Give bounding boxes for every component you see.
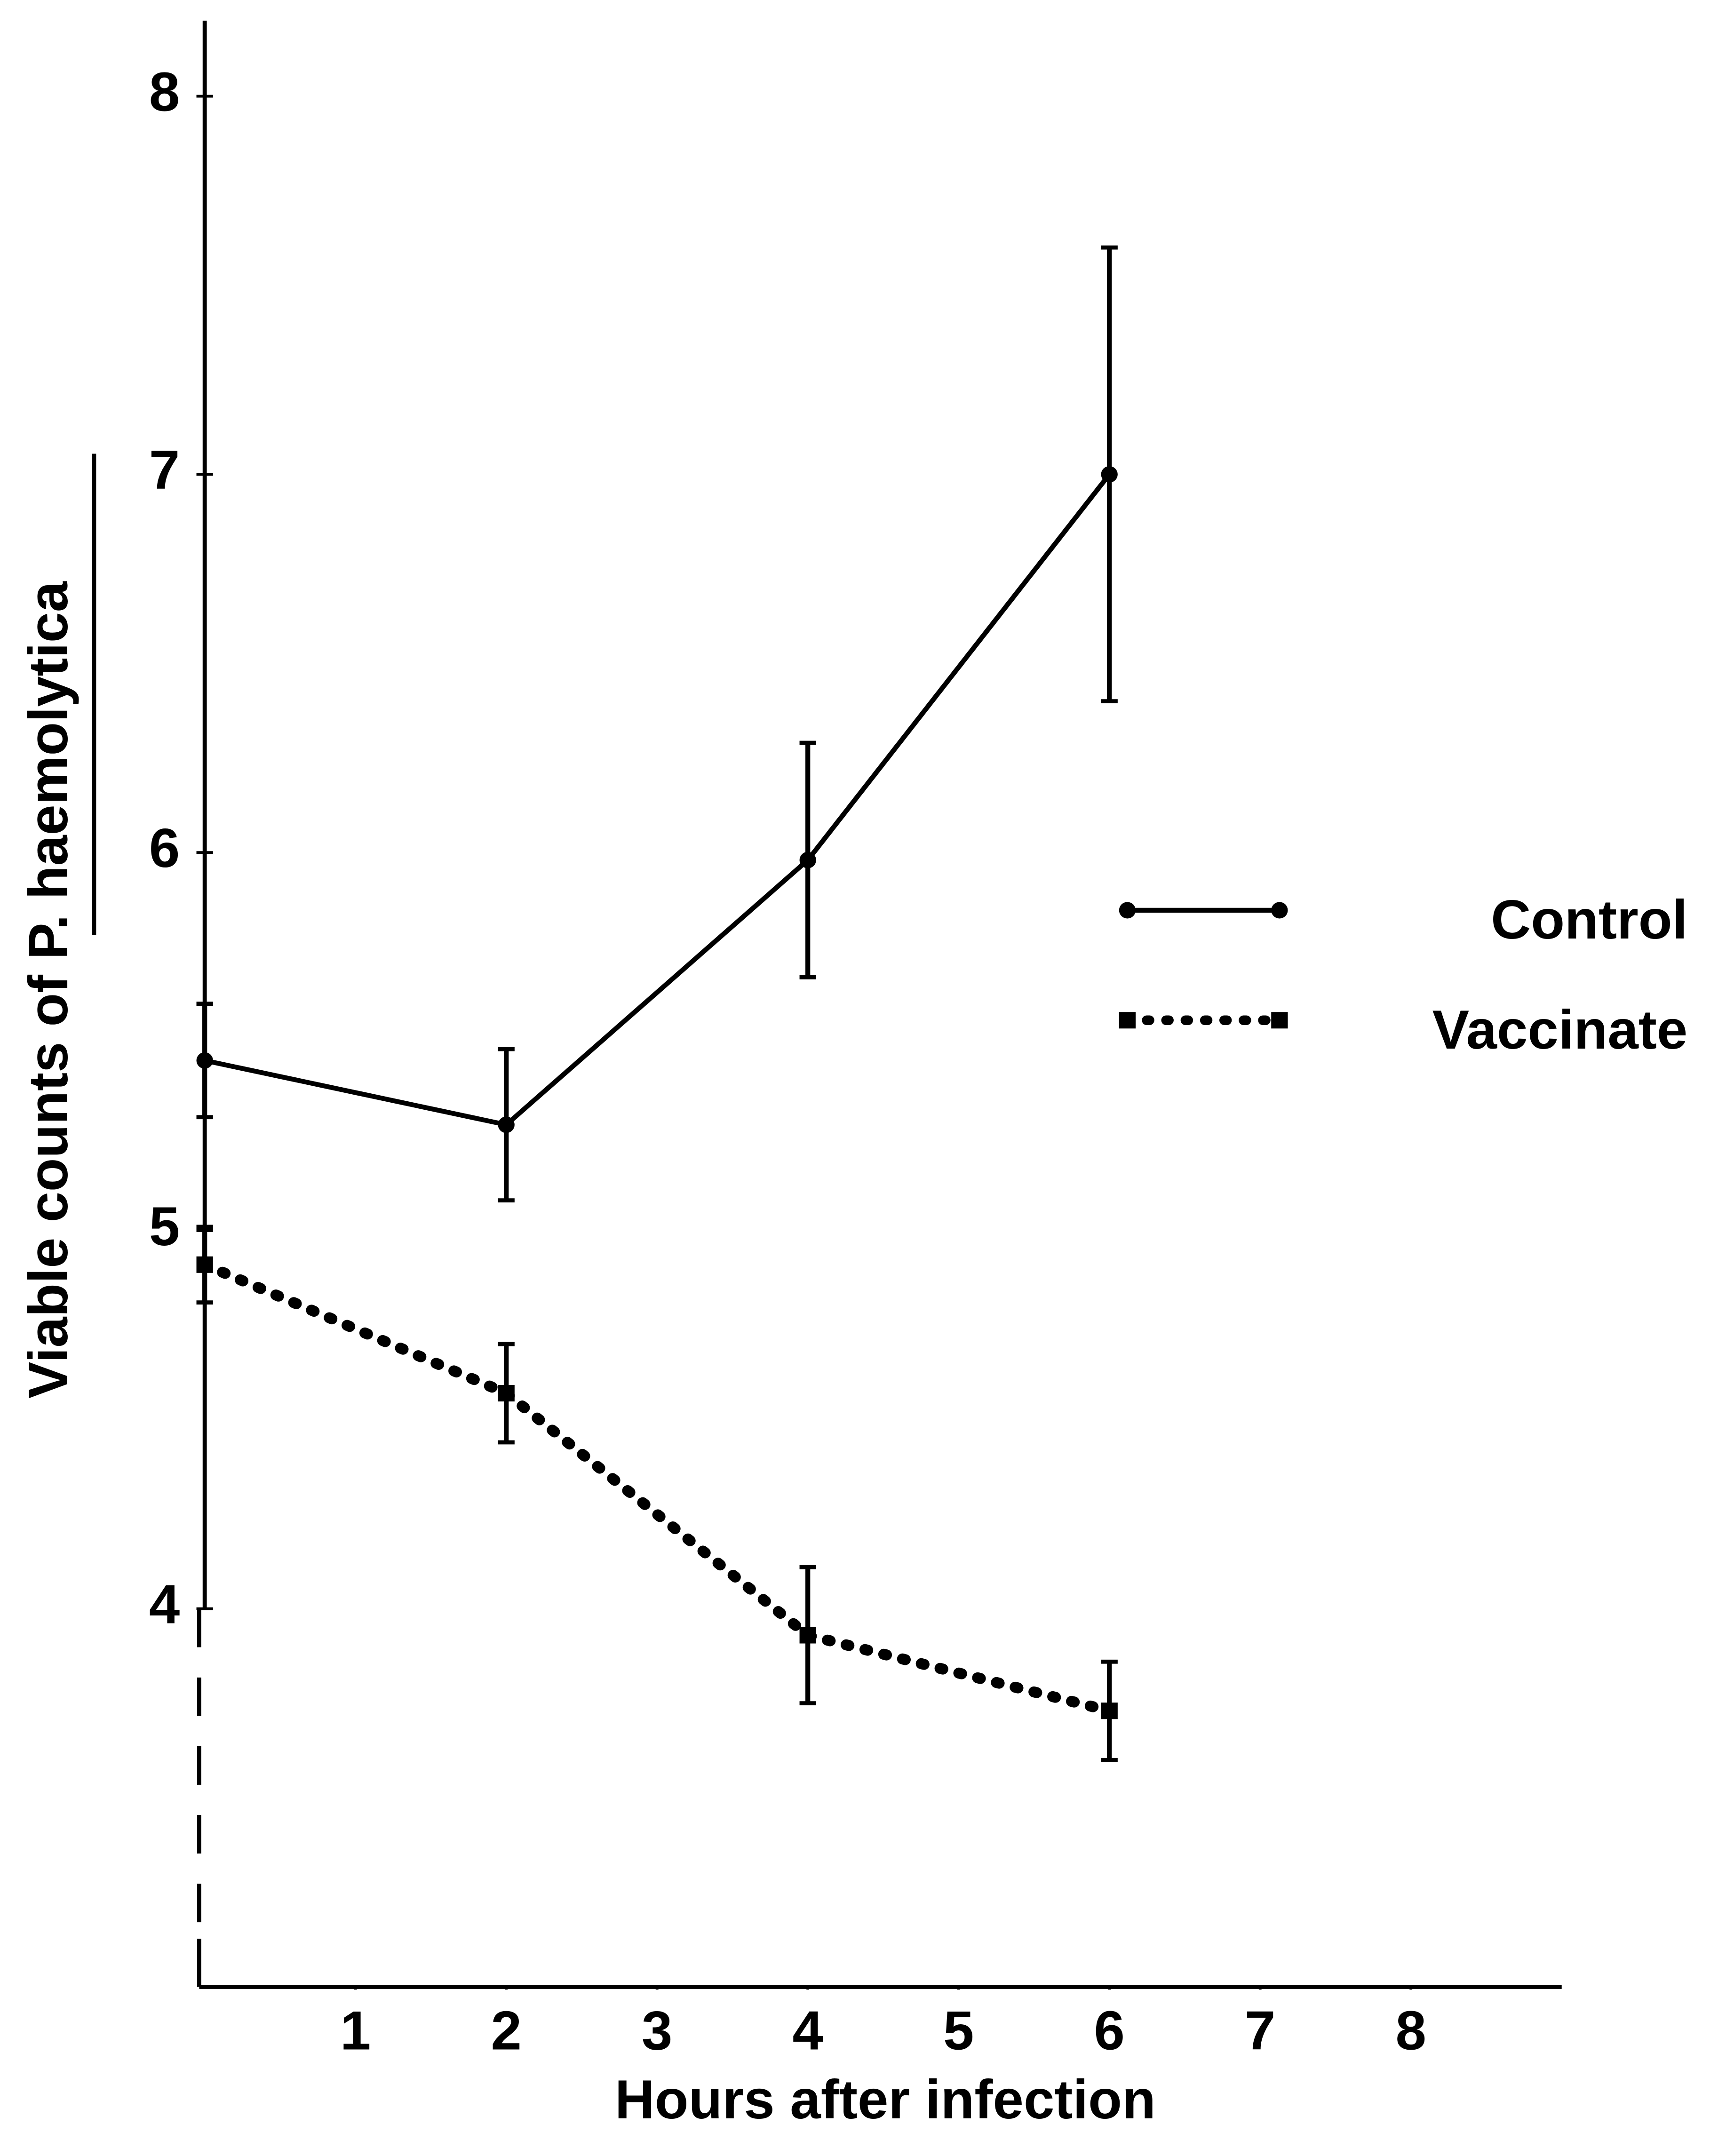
marker: [196, 1256, 213, 1273]
x-tick-label: 8: [1396, 2000, 1426, 2061]
y-tick-label: 6: [149, 817, 180, 879]
x-tick-label: 6: [1094, 2000, 1125, 2061]
marker: [799, 851, 816, 868]
legend-label: Vaccinate: [1432, 999, 1688, 1060]
x-tick-label: 1: [340, 2000, 371, 2061]
marker: [799, 1627, 816, 1644]
x-tick-label: 4: [792, 2000, 823, 2061]
y-tick-label: 5: [149, 1195, 180, 1257]
series-line: [199, 1259, 1115, 1717]
marker: [1101, 1703, 1118, 1719]
x-tick-label: 7: [1245, 2000, 1275, 2061]
marker: [498, 1116, 515, 1133]
marker: [1119, 902, 1136, 919]
marker: [1119, 1012, 1136, 1029]
y-tick-label: 7: [149, 439, 180, 501]
marker: [1271, 902, 1288, 919]
y-axis-title: Viable counts of P. haemolytica: [17, 581, 79, 1399]
marker: [1271, 1012, 1288, 1029]
marker: [196, 1052, 213, 1069]
x-axis-title: Hours after infection: [615, 2068, 1156, 2130]
x-tick-label: 3: [642, 2000, 672, 2061]
y-tick-label: 4: [149, 1574, 180, 1635]
marker: [1101, 466, 1118, 483]
marker: [498, 1385, 515, 1402]
series-line: [204, 473, 1112, 1128]
legend-label: Control: [1491, 889, 1687, 950]
y-tick-label: 8: [149, 61, 180, 123]
x-tick-label: 2: [491, 2000, 521, 2061]
x-tick-label: 5: [943, 2000, 974, 2061]
